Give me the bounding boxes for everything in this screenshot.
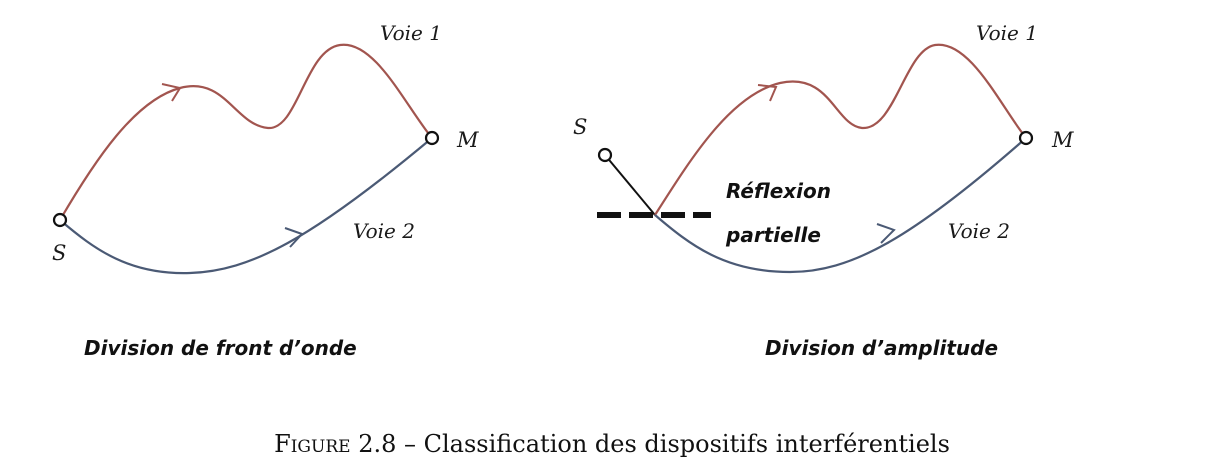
right-voie1-label: Voie 1 [976, 21, 1038, 45]
left-target-point [424, 130, 440, 146]
left-diagram-title: Division de front d’onde [84, 336, 357, 360]
right-target-point [1018, 130, 1034, 146]
caption-text: Classification des dispositifs interfére… [424, 430, 950, 458]
right-voie1-arrow [757, 84, 778, 102]
semi-reflecting-mirror [597, 212, 711, 218]
mirror-label-line1: Réflexion [726, 179, 831, 203]
caption-separator: – [404, 430, 416, 458]
caption-prefix: Figure [274, 430, 350, 458]
caption-number: 2.8 [358, 430, 396, 458]
right-diagram-title: Division d’amplitude [765, 336, 998, 360]
right-voie2-arrow [876, 223, 896, 244]
caption-space [416, 430, 424, 458]
mirror-dash [597, 212, 621, 218]
right-source-label: S [573, 115, 587, 139]
left-voie1-path [59, 43, 433, 221]
right-voie1-path [654, 43, 1027, 216]
mirror-dash [693, 212, 711, 218]
right-target-label: M [1051, 128, 1074, 152]
right-voie2-path [654, 137, 1027, 274]
right-voie2-label: Voie 2 [948, 219, 1010, 243]
right-diagram: S M Voie 1 Voie 2 Réflexion partielle Di… [573, 21, 1074, 360]
left-target-label: M [456, 128, 479, 152]
left-voie1-arrow [161, 83, 182, 102]
right-source-point [597, 147, 613, 163]
mirror-dash [629, 212, 653, 218]
mirror-dash [661, 212, 685, 218]
mirror-label-line2: partielle [725, 223, 821, 247]
caption-space [396, 430, 404, 458]
left-voie1-label: Voie 1 [380, 21, 442, 45]
left-source-point [52, 212, 68, 228]
left-diagram: S M Voie 1 Voie 2 Division de front d’on… [52, 21, 479, 360]
left-voie2-path [59, 137, 433, 275]
figure-caption: Figure 2.8 – Classification des disposit… [274, 430, 950, 458]
left-source-label: S [52, 241, 66, 265]
left-voie2-arrow [284, 227, 304, 248]
incident-ray [604, 154, 656, 216]
left-voie2-label: Voie 2 [353, 219, 415, 243]
caption-space [351, 430, 359, 458]
